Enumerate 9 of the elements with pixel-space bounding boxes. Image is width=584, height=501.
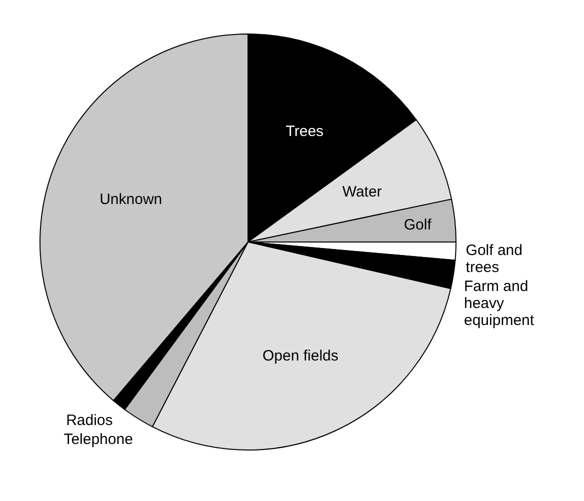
slice-label: Farm and heavy equipment xyxy=(464,278,535,330)
slice-label: Open fields xyxy=(262,347,338,364)
slice-label: Water xyxy=(342,183,382,200)
slice-label: Radios xyxy=(66,412,113,429)
slice-label: Golf xyxy=(404,216,432,234)
slice-label: Golf and trees xyxy=(466,242,523,276)
slice-label: Trees xyxy=(286,122,324,140)
slice-label: Telephone xyxy=(64,430,133,448)
slice-label: Unknown xyxy=(100,190,162,208)
